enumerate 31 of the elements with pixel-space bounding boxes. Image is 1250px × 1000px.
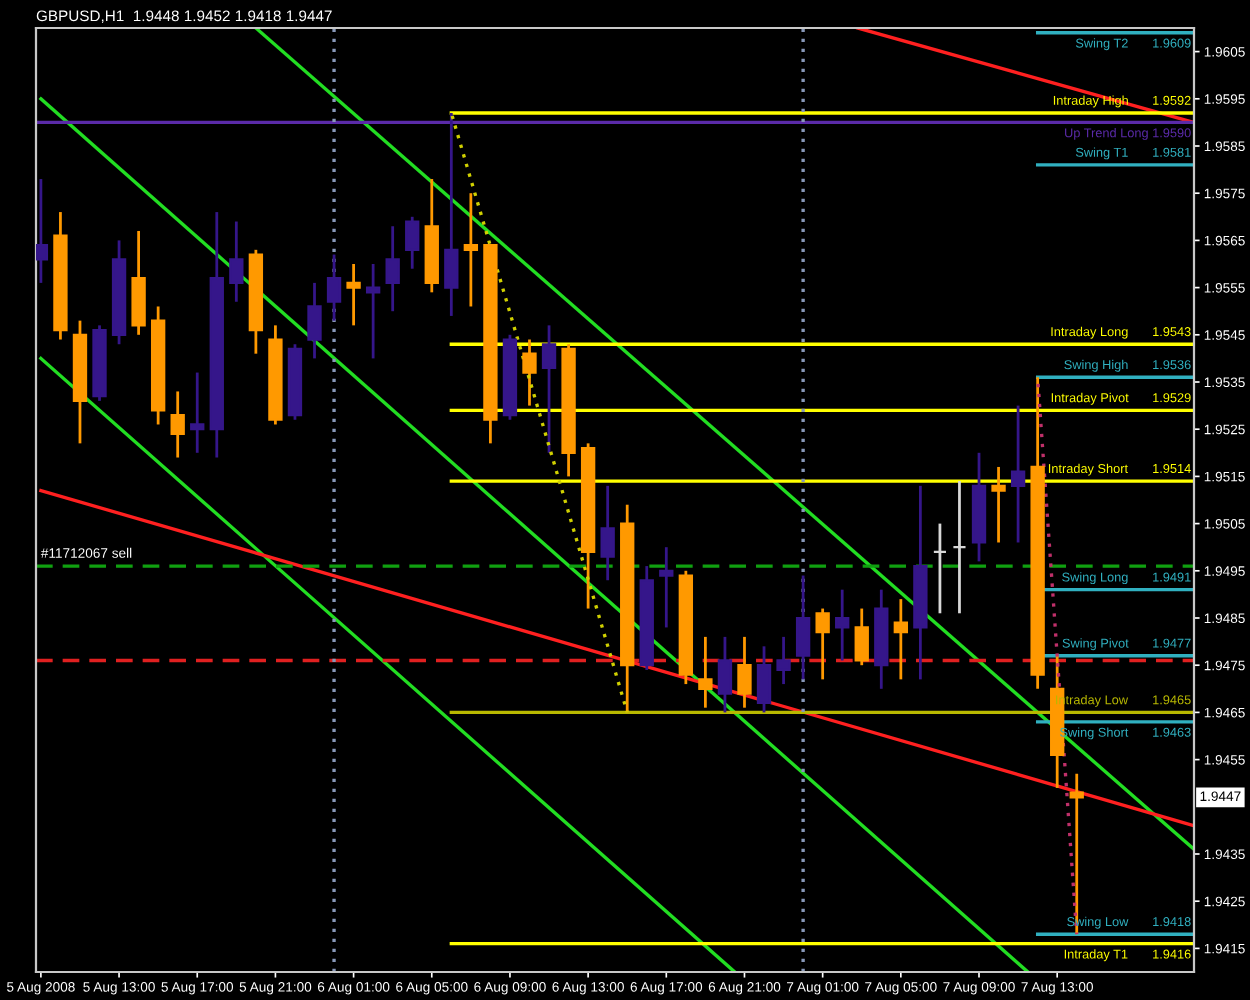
candlestick	[659, 545, 674, 629]
candlestick	[131, 229, 146, 337]
candlestick	[815, 607, 830, 681]
candlestick	[36, 177, 49, 285]
candlestick	[170, 390, 185, 459]
candlestick	[737, 635, 752, 710]
candlestick	[463, 191, 479, 308]
candlestick	[717, 635, 733, 714]
candlestick	[698, 635, 713, 710]
candlestick	[405, 215, 420, 271]
candlestick	[365, 262, 381, 360]
candlestick	[190, 371, 205, 455]
candlestick	[756, 644, 772, 714]
candlestick	[522, 338, 537, 407]
candlestick	[835, 588, 850, 662]
candlestick	[991, 465, 1006, 544]
candlestick	[385, 224, 400, 313]
candlestick	[1010, 404, 1026, 544]
candlestick	[541, 323, 557, 455]
candlestick	[326, 253, 342, 323]
candlestick	[854, 607, 869, 667]
candlestick	[952, 479, 967, 615]
candlestick	[776, 635, 791, 686]
candlestick	[600, 484, 615, 582]
candlestick	[229, 220, 244, 304]
candlestick	[932, 522, 948, 615]
candlestick	[346, 262, 361, 327]
candlestick	[307, 281, 322, 360]
candlestick	[893, 597, 908, 681]
candlestick	[444, 111, 459, 318]
candlestick	[795, 574, 811, 681]
